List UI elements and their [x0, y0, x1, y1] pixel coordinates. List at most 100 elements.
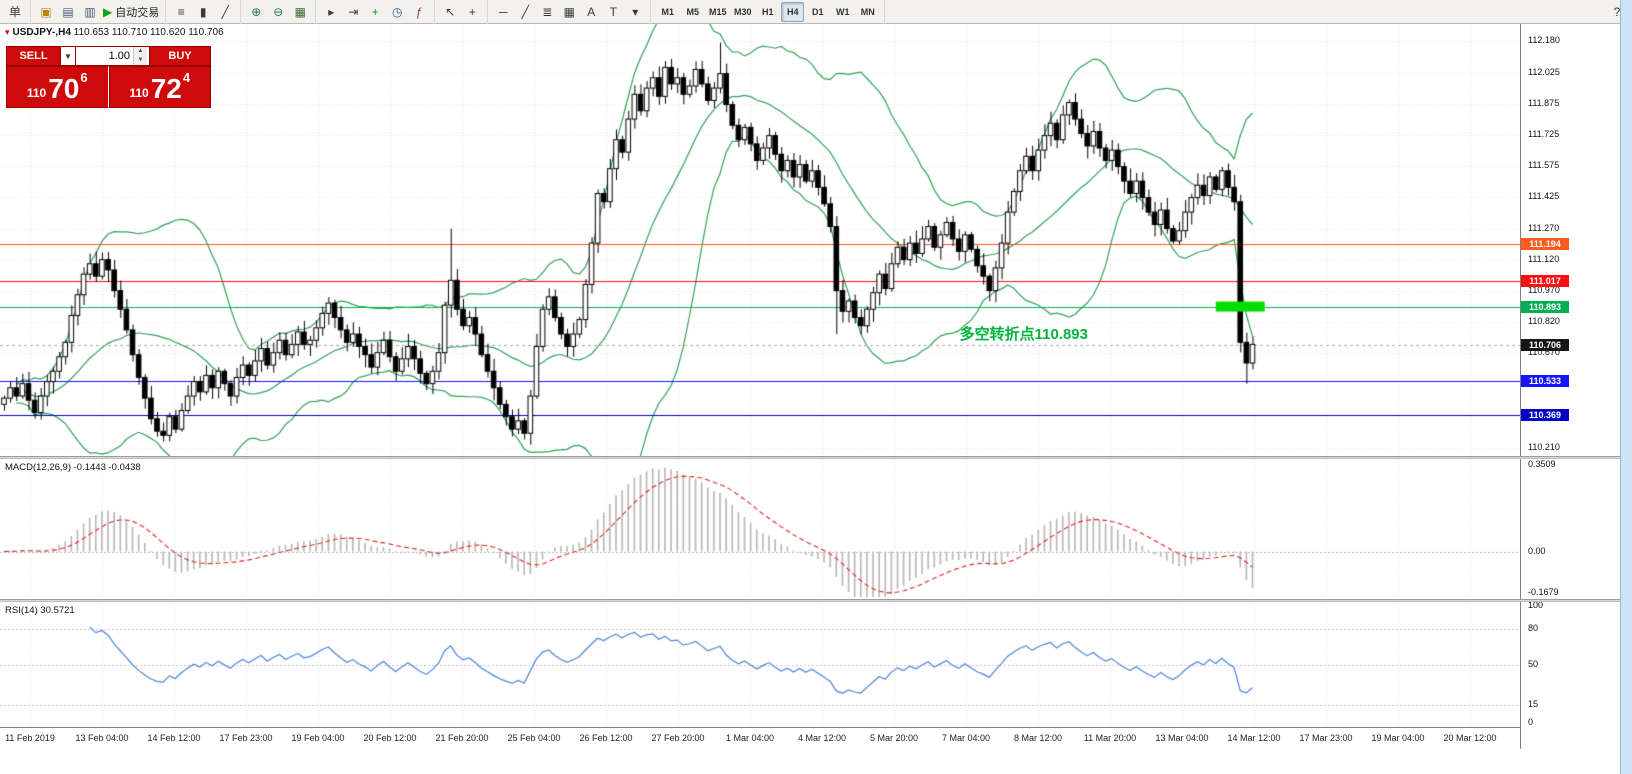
toolbar-group: 单: [0, 0, 31, 24]
zoom-out-icon: ⊖: [273, 4, 284, 19]
line-chart-button[interactable]: ╱: [215, 2, 235, 22]
price-axis-label: 111.575: [1528, 159, 1560, 170]
period-clock-button[interactable]: ◷: [387, 2, 407, 22]
profiles-button[interactable]: ▥: [80, 2, 100, 22]
panel-divider[interactable]: [0, 599, 1620, 602]
price-axis-label: 111.425: [1528, 190, 1560, 201]
timeframe-h4-label: H4: [786, 6, 799, 17]
indicators-button[interactable]: ƒ: [409, 2, 429, 22]
timeframe-m15[interactable]: M15: [706, 2, 729, 22]
time-axis-label: 11 Mar 20:00: [1083, 733, 1137, 743]
bar-chart-button[interactable]: ≡: [171, 2, 191, 22]
timeframe-h4[interactable]: H4: [781, 1, 805, 22]
price-axis-label: 112.025: [1528, 66, 1560, 77]
time-axis-label: 8 Mar 12:00: [1013, 733, 1063, 743]
time-axis-label: 4 Mar 12:00: [797, 733, 847, 743]
chart-shift-icon: ⇥: [348, 4, 359, 19]
timeframe-m30[interactable]: M30: [731, 2, 754, 22]
current-price-marker: 110.706: [1521, 339, 1569, 352]
cursor-button[interactable]: ↖: [440, 2, 460, 22]
zoom-out-button[interactable]: ⊖: [268, 2, 288, 22]
ask-pipette: 4: [182, 70, 191, 85]
time-axis-label: 20 Feb 12:00: [363, 733, 417, 743]
volume-increase-button[interactable]: ▲: [134, 47, 147, 56]
horizontal-line-icon: ─: [498, 4, 508, 19]
trendline-button[interactable]: ╱: [515, 2, 535, 22]
time-axis-label: 27 Feb 20:00: [651, 733, 705, 743]
timeframe-m5[interactable]: M5: [681, 2, 704, 22]
arrows-button[interactable]: ▾: [625, 2, 645, 22]
bid-prefix: 110: [26, 86, 47, 100]
auto-trading-button-label: 自动交易: [115, 6, 160, 19]
crosshair-icon: +: [468, 4, 476, 19]
timeframe-d1[interactable]: D1: [806, 2, 829, 22]
volume-dropdown[interactable]: ▼: [61, 46, 76, 66]
bid-price[interactable]: 110 70 6: [6, 66, 109, 108]
price-marker: 110.893: [1521, 300, 1569, 313]
ask-price[interactable]: 110 72 4: [108, 66, 211, 108]
timeframe-h1[interactable]: H1: [756, 2, 779, 22]
price-axis-label: 110.210: [1528, 441, 1560, 452]
fibonacci-button[interactable]: ≣: [537, 2, 557, 22]
ohlc-values: 110.653 110.710 110.620 110.706: [73, 27, 224, 38]
tile-windows-button[interactable]: ▦: [290, 2, 310, 22]
macd-axis-label: 0.00: [1528, 545, 1546, 556]
timeframe-m15-label: M15: [708, 6, 727, 17]
toolbar-group: ─ ╱ ≣ ▦ A T ▾: [488, 0, 652, 24]
panel-divider[interactable]: [0, 456, 1620, 459]
macd-canvas[interactable]: [0, 459, 1520, 599]
menu-button[interactable]: 单: [5, 2, 25, 22]
timeframe-m1[interactable]: M1: [656, 2, 679, 22]
chart-window-button[interactable]: ▤: [58, 2, 78, 22]
toolbar-group: ≡ ▮ ╱: [166, 0, 242, 24]
text-button[interactable]: A: [581, 2, 601, 22]
fibonacci-icon: ≣: [542, 4, 553, 19]
price-marker: 110.533: [1521, 374, 1569, 387]
auto-scroll-icon: ▸: [328, 4, 335, 19]
main-chart-canvas[interactable]: [0, 24, 1520, 456]
zoom-in-button[interactable]: ⊕: [246, 2, 266, 22]
volume-decrease-button[interactable]: ▼: [134, 56, 147, 65]
rsi-canvas[interactable]: [0, 602, 1520, 727]
bid-pipette: 6: [80, 70, 88, 85]
price-marker: 111.017: [1521, 274, 1569, 287]
macd-header: MACD(12,26,9) -0.1443 -0.0438: [5, 462, 141, 473]
time-axis-label: 17 Mar 23:00: [1299, 733, 1353, 743]
time-axis-label: 19 Mar 04:00: [1371, 733, 1425, 743]
candlestick-chart-button[interactable]: ▮: [193, 2, 213, 22]
new-chart-button[interactable]: +: [365, 2, 385, 22]
period-clock-icon: ◷: [391, 4, 403, 19]
volume-input[interactable]: [76, 47, 133, 65]
time-axis-label: 14 Feb 12:00: [147, 733, 201, 743]
new-order-button[interactable]: ▣: [36, 2, 56, 22]
grid-objects-icon: ▦: [563, 4, 575, 19]
price-axis-label: 110.820: [1528, 315, 1560, 326]
new-chart-icon: +: [371, 4, 379, 19]
horizontal-line-button[interactable]: ─: [493, 2, 513, 22]
price-axis-label: 112.180: [1528, 34, 1560, 45]
price-axis-label: 111.120: [1528, 253, 1560, 264]
time-axis-label: 20 Mar 12:00: [1443, 733, 1497, 743]
text-icon: A: [587, 4, 596, 19]
time-axis-label: 13 Mar 04:00: [1155, 733, 1209, 743]
timeframe-mn[interactable]: MN: [856, 2, 879, 22]
bid-big: 70: [48, 73, 80, 104]
chevron-down-icon: ▼: [64, 51, 72, 61]
macd-axis-label: 0.3509: [1528, 459, 1556, 469]
auto-scroll-button[interactable]: ▸: [321, 2, 341, 22]
text-label-button[interactable]: T: [603, 2, 623, 22]
window-scrollbar[interactable]: [1620, 0, 1632, 774]
trendline-icon: ╱: [521, 4, 529, 19]
sell-button[interactable]: SELL: [6, 46, 61, 66]
grid-objects-button[interactable]: ▦: [559, 2, 579, 22]
help-button[interactable]: ?: [1607, 2, 1627, 22]
main-chart-panel: ▾ USDJPY-,H4 110.653 110.710 110.620 110.…: [0, 24, 1520, 456]
rsi-header: RSI(14) 30.5721: [5, 605, 75, 616]
buy-button[interactable]: BUY: [149, 46, 211, 66]
auto-trading-button[interactable]: ▶ 自动交易: [102, 2, 160, 22]
menu-button-label: 单: [8, 5, 21, 19]
timeframe-w1[interactable]: W1: [831, 2, 854, 22]
crosshair-button[interactable]: +: [462, 2, 482, 22]
chart-shift-button[interactable]: ⇥: [343, 2, 363, 22]
chart-symbol-icon: ▾: [5, 27, 10, 37]
